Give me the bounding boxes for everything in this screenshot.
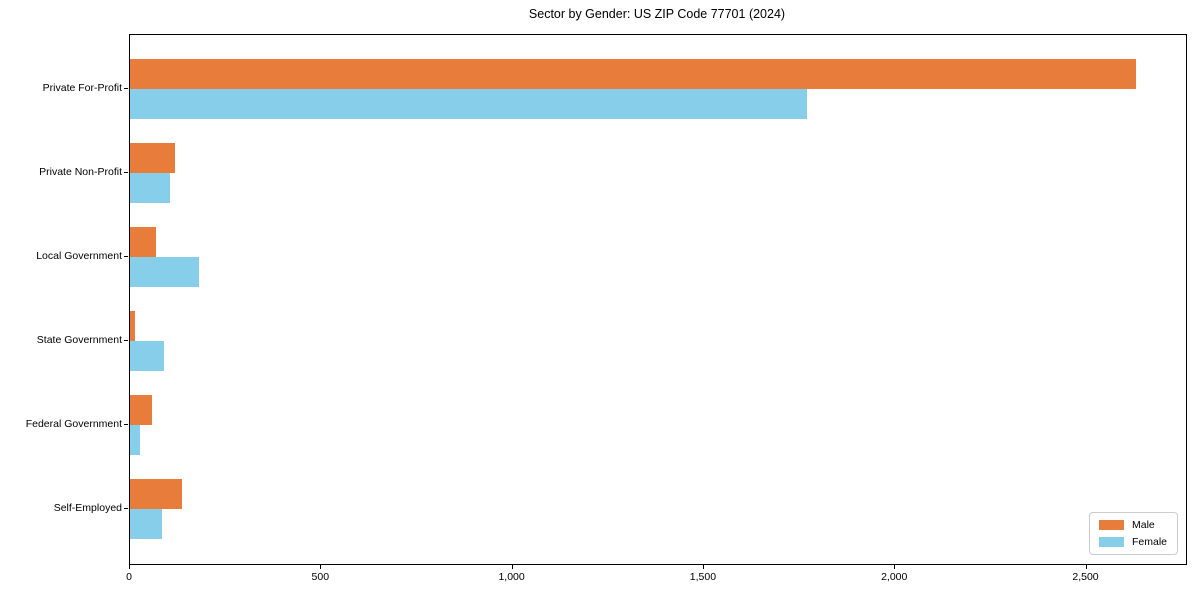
bar-female-state-government (130, 341, 164, 371)
bar-male-private-for-profit (130, 59, 1136, 89)
chart-title: Sector by Gender: US ZIP Code 77701 (202… (528, 7, 786, 21)
bar-male-federal-government (130, 395, 152, 425)
bar-male-self-employed (130, 479, 182, 509)
ytick-label-federal-government: Federal Government (25, 418, 122, 430)
xtick-mark-1-000 (511, 565, 513, 569)
xtick-label-2-500: 2,500 (1072, 571, 1099, 583)
legend-swatch-female-icon (1098, 537, 1124, 547)
ytick-label-private-for-profit: Private For-Profit (42, 82, 122, 94)
ytick-mark-federal-government (124, 424, 128, 425)
ytick-mark-local-government (124, 256, 128, 257)
ytick-label-state-government: State Government (36, 334, 122, 346)
xtick-mark-2-000 (894, 565, 896, 569)
bar-female-private-for-profit (130, 89, 807, 119)
xtick-mark-2-500 (1085, 565, 1087, 569)
legend: Male Female (1088, 512, 1178, 555)
xtick-label-0: 0 (126, 571, 132, 583)
legend-label-male: Male (1131, 519, 1155, 531)
xtick-mark-1-500 (702, 565, 704, 569)
ytick-mark-state-government (124, 340, 128, 341)
ytick-mark-self-employed (124, 508, 128, 509)
bar-male-private-non-profit (130, 143, 175, 173)
plot-area (129, 34, 1187, 565)
bar-male-local-government (130, 227, 156, 257)
xtick-label-500: 500 (311, 571, 330, 583)
legend-swatch-male-icon (1098, 520, 1124, 530)
bar-female-federal-government (130, 425, 140, 455)
ytick-label-private-non-profit: Private Non-Profit (39, 166, 122, 178)
bar-female-self-employed (130, 509, 162, 539)
ytick-label-local-government: Local Government (36, 250, 122, 262)
bar-female-private-non-profit (130, 173, 170, 203)
legend-item-female: Female (1098, 536, 1167, 548)
xtick-label-2-000: 2,000 (881, 571, 908, 583)
xtick-mark-500 (320, 565, 322, 569)
legend-label-female: Female (1131, 536, 1167, 548)
legend-item-male: Male (1098, 519, 1167, 531)
ytick-mark-private-non-profit (124, 172, 128, 173)
ytick-mark-private-for-profit (124, 88, 128, 89)
xtick-mark-0 (129, 565, 130, 569)
xtick-label-1-000: 1,000 (498, 571, 525, 583)
xtick-label-1-500: 1,500 (689, 571, 717, 583)
ytick-label-self-employed: Self-Employed (53, 502, 122, 514)
bar-male-state-government (130, 311, 135, 341)
bar-female-local-government (130, 257, 199, 287)
